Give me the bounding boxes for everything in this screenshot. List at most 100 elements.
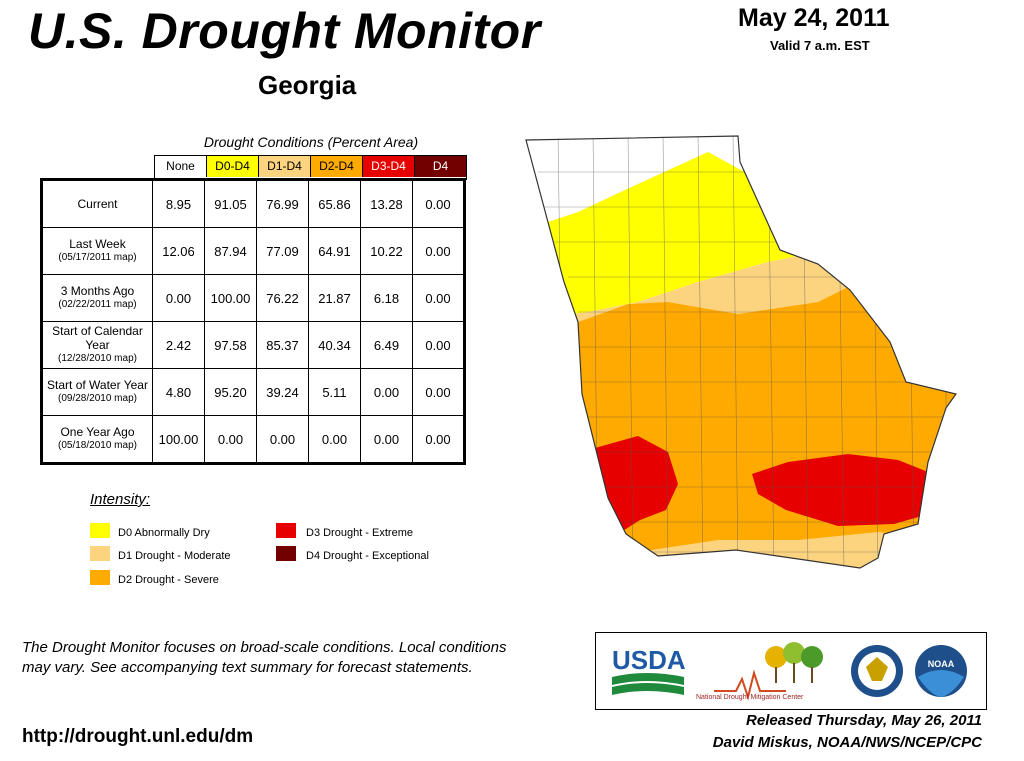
table-cell: 12.06 — [152, 227, 205, 275]
table-cell: 76.22 — [256, 274, 309, 322]
table-cell: 6.18 — [360, 274, 413, 322]
table-cell: 6.49 — [360, 321, 413, 369]
row-label-sub: (09/28/2010 map) — [58, 393, 137, 404]
table-cell: 39.24 — [256, 368, 309, 416]
row-label-sub: (12/28/2010 map) — [58, 353, 137, 364]
table-cell: 5.11 — [308, 368, 361, 416]
col-header-d0-d4: D0-D4 — [207, 156, 259, 177]
legend-label-d2: D2 Drought - Severe — [118, 574, 219, 586]
logos-svg: USDA National Drought Mitigation Center … — [612, 642, 967, 701]
col-header-none: None — [155, 156, 207, 177]
table-cell: 0.00 — [256, 415, 309, 464]
legend-label-d1: D1 Drought - Moderate — [118, 550, 231, 562]
logo-strip: USDA National Drought Mitigation Center … — [595, 632, 987, 710]
table-cell: 77.09 — [256, 227, 309, 275]
table-cell: 0.00 — [308, 415, 361, 464]
row-label-sub: (05/17/2011 map) — [58, 252, 137, 263]
legend-title: Intensity: — [90, 491, 151, 508]
table-cell: 4.80 — [152, 368, 205, 416]
row-label: 3 Months Ago (02/22/2011 map) — [41, 274, 153, 322]
table-cell: 0.00 — [412, 415, 465, 464]
legend-swatch-d0 — [90, 523, 110, 538]
row-label-main: Start of Water Year — [47, 378, 148, 392]
legend-label-d3: D3 Drought - Extreme — [306, 527, 413, 539]
table-cell: 0.00 — [412, 368, 465, 416]
legend-swatch-d4 — [276, 546, 296, 561]
row-label-main: 3 Months Ago — [60, 284, 135, 298]
row-label: Last Week (05/17/2011 map) — [41, 227, 153, 275]
page-title: U.S. Drought Monitor — [28, 3, 541, 59]
source-url: http://drought.unl.edu/dm — [22, 726, 254, 747]
conditions-header-row: None D0-D4 D1-D4 D2-D4 D3-D4 D4 — [154, 155, 467, 180]
col-header-d2-d4: D2-D4 — [311, 156, 363, 177]
table-cell: 65.86 — [308, 179, 361, 228]
table-row: Last Week (05/17/2011 map) 12.06 87.94 77.09… — [41, 227, 465, 275]
col-header-d3-d4: D3-D4 — [363, 156, 415, 177]
ndmc-logo-text: National Drought Mitigation Center — [696, 694, 804, 701]
table-cell: 40.34 — [308, 321, 361, 369]
table-cell: 21.87 — [308, 274, 361, 322]
table-cell: 100.00 — [204, 274, 257, 322]
row-label-main: One Year Ago — [60, 425, 135, 439]
col-header-d1-d4: D1-D4 — [259, 156, 311, 177]
legend-swatch-d1 — [90, 546, 110, 561]
row-label: Start of Calendar Year (12/28/2010 map) — [41, 321, 153, 369]
table-cell: 0.00 — [360, 368, 413, 416]
row-label-main: Last Week — [69, 237, 126, 251]
map-date: May 24, 2011 — [738, 4, 890, 32]
table-cell: 0.00 — [412, 321, 465, 369]
table-cell: 85.37 — [256, 321, 309, 369]
row-label-main: Start of Calendar Year — [52, 324, 143, 352]
row-label-sub: (05/18/2010 map) — [58, 440, 137, 451]
table-cell: 87.94 — [204, 227, 257, 275]
table-cell: 0.00 — [152, 274, 205, 322]
row-label-main: Current — [77, 197, 118, 211]
table-cell: 0.00 — [412, 227, 465, 275]
table-cell: 10.22 — [360, 227, 413, 275]
table-cell: 0.00 — [360, 415, 413, 464]
table-cell: 0.00 — [412, 179, 465, 228]
commerce-seal-icon — [851, 645, 903, 697]
table-cell: 0.00 — [412, 274, 465, 322]
legend-label-d0: D0 Abnormally Dry — [118, 527, 210, 539]
release-date: Released Thursday, May 26, 2011 — [746, 712, 982, 729]
conditions-caption: Drought Conditions (Percent Area) — [203, 134, 419, 150]
table-cell: 13.28 — [360, 179, 413, 228]
table-cell: 0.00 — [204, 415, 257, 464]
ndmc-logo: National Drought Mitigation Center — [696, 642, 823, 701]
table-cell: 95.20 — [204, 368, 257, 416]
table-cell: 100.00 — [152, 415, 205, 464]
table-cell: 2.42 — [152, 321, 205, 369]
region-d2 — [526, 282, 956, 568]
table-row: Current 8.95 91.05 76.99 65.86 13.28 0.00 — [41, 179, 465, 228]
usda-logo-text: USDA — [612, 645, 686, 675]
legend-label-d4: D4 Drought - Exceptional — [306, 550, 429, 562]
state-outline — [525, 135, 958, 569]
row-label: Start of Water Year (09/28/2010 map) — [41, 368, 153, 416]
table-row: One Year Ago (05/18/2010 map) 100.00 0.00 0.… — [41, 415, 465, 464]
region-d3-southeast — [752, 454, 928, 526]
table-cell: 8.95 — [152, 179, 205, 228]
valid-time: Valid 7 a.m. EST — [770, 38, 870, 53]
table-row: Start of Water Year (09/28/2010 map) 4.80 9… — [41, 368, 465, 416]
drought-conditions-table: Current 8.95 91.05 76.99 65.86 13.28 0.00 Last … — [40, 178, 466, 465]
footnote: The Drought Monitor focuses on broad-sca… — [22, 639, 507, 676]
row-label: Current — [41, 179, 153, 228]
table-cell: 76.99 — [256, 179, 309, 228]
col-header-d4: D4 — [415, 156, 466, 177]
table-cell: 91.05 — [204, 179, 257, 228]
legend-swatch-d2 — [90, 570, 110, 585]
table-row: 3 Months Ago (02/22/2011 map) 0.00 100.00 76… — [41, 274, 465, 322]
legend-swatch-d3 — [276, 523, 296, 538]
table-row: Start of Calendar Year (12/28/2010 map) 2.… — [41, 321, 465, 369]
row-label-sub: (02/22/2011 map) — [58, 299, 137, 310]
table-cell: 64.91 — [308, 227, 361, 275]
row-label: One Year Ago (05/18/2010 map) — [41, 415, 153, 464]
georgia-drought-map — [525, 135, 958, 569]
state-name: Georgia — [258, 70, 357, 100]
usda-logo: USDA — [612, 645, 686, 695]
author: David Miskus, NOAA/NWS/NCEP/CPC — [712, 734, 982, 751]
noaa-logo-text: NOAA — [928, 659, 955, 669]
table-cell: 97.58 — [204, 321, 257, 369]
noaa-logo: NOAA — [915, 645, 967, 697]
